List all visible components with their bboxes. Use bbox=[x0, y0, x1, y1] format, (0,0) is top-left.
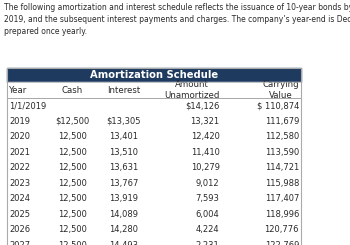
Text: 2026: 2026 bbox=[9, 225, 30, 234]
Text: 12,500: 12,500 bbox=[58, 225, 87, 234]
Text: 112,580: 112,580 bbox=[265, 132, 299, 141]
Bar bbox=[7, 82, 301, 98]
Text: 13,321: 13,321 bbox=[190, 117, 219, 126]
Bar bbox=[7, 68, 301, 82]
Text: 14,280: 14,280 bbox=[109, 225, 138, 234]
Text: 114,721: 114,721 bbox=[265, 163, 299, 172]
Text: 13,919: 13,919 bbox=[109, 194, 138, 203]
Text: 10,279: 10,279 bbox=[191, 163, 219, 172]
Text: 118,996: 118,996 bbox=[265, 210, 299, 219]
Text: 12,500: 12,500 bbox=[58, 148, 87, 157]
Text: 13,401: 13,401 bbox=[109, 132, 138, 141]
Text: 7,593: 7,593 bbox=[196, 194, 219, 203]
Text: $12,500: $12,500 bbox=[55, 117, 90, 126]
Text: 12,500: 12,500 bbox=[58, 179, 87, 188]
Text: Amount
Unamortized: Amount Unamortized bbox=[164, 80, 219, 100]
Text: 1/1/2019: 1/1/2019 bbox=[9, 101, 46, 110]
Bar bbox=[7, 68, 301, 245]
Text: The following amortization and interest schedule reflects the issuance of 10-yea: The following amortization and interest … bbox=[4, 3, 350, 36]
Text: 11,410: 11,410 bbox=[191, 148, 219, 157]
Text: Year: Year bbox=[9, 86, 27, 95]
Text: 6,004: 6,004 bbox=[196, 210, 219, 219]
Text: 115,988: 115,988 bbox=[265, 179, 299, 188]
Text: 2019: 2019 bbox=[9, 117, 30, 126]
Text: Interest: Interest bbox=[107, 86, 140, 95]
Text: 111,679: 111,679 bbox=[265, 117, 299, 126]
Text: 2023: 2023 bbox=[9, 179, 30, 188]
Text: 117,407: 117,407 bbox=[265, 194, 299, 203]
Text: 4,224: 4,224 bbox=[196, 225, 219, 234]
Text: 14,493: 14,493 bbox=[109, 241, 138, 245]
Text: 2025: 2025 bbox=[9, 210, 30, 219]
Text: 12,500: 12,500 bbox=[58, 132, 87, 141]
Text: $ 110,874: $ 110,874 bbox=[257, 101, 299, 110]
Text: 12,500: 12,500 bbox=[58, 163, 87, 172]
Text: $13,305: $13,305 bbox=[107, 117, 141, 126]
Text: 12,420: 12,420 bbox=[191, 132, 219, 141]
Text: 2024: 2024 bbox=[9, 194, 30, 203]
Text: 113,590: 113,590 bbox=[265, 148, 299, 157]
Text: 120,776: 120,776 bbox=[265, 225, 299, 234]
Text: $14,126: $14,126 bbox=[185, 101, 219, 110]
Text: 2020: 2020 bbox=[9, 132, 30, 141]
Text: 2,231: 2,231 bbox=[196, 241, 219, 245]
Text: 12,500: 12,500 bbox=[58, 194, 87, 203]
Text: 14,089: 14,089 bbox=[109, 210, 138, 219]
Text: 2021: 2021 bbox=[9, 148, 30, 157]
Text: Carrying
Value: Carrying Value bbox=[262, 80, 299, 100]
Text: 13,510: 13,510 bbox=[109, 148, 138, 157]
Text: 13,767: 13,767 bbox=[109, 179, 139, 188]
Text: 12,500: 12,500 bbox=[58, 210, 87, 219]
Text: 2022: 2022 bbox=[9, 163, 30, 172]
Text: 12,500: 12,500 bbox=[58, 241, 87, 245]
Text: 122,769: 122,769 bbox=[265, 241, 299, 245]
Text: 9,012: 9,012 bbox=[196, 179, 219, 188]
Text: Cash: Cash bbox=[62, 86, 83, 95]
Text: 2027: 2027 bbox=[9, 241, 30, 245]
Text: Amortization Schedule: Amortization Schedule bbox=[90, 70, 218, 80]
Text: 13,631: 13,631 bbox=[109, 163, 139, 172]
